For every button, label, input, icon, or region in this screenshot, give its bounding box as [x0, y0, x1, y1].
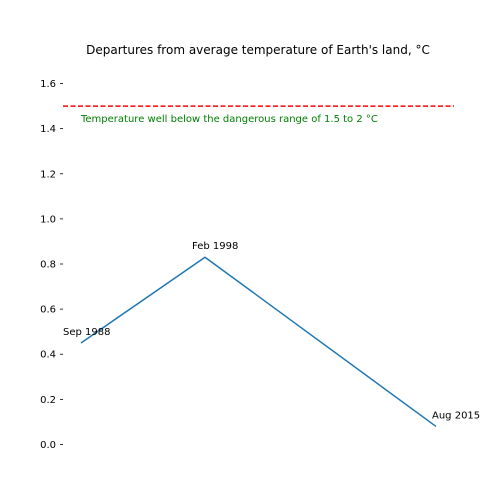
- point-label: Aug 2015: [432, 410, 480, 421]
- y-tick-label: 1.6: [40, 79, 56, 90]
- point-label: Sep 1988: [63, 327, 110, 338]
- y-tick-label: 1.2: [40, 169, 56, 180]
- series: [80, 256, 437, 428]
- y-tick-label: 1.0: [40, 214, 56, 225]
- y-tick-label: 0.2: [40, 395, 56, 406]
- threshold-annotation: Temperature well below the dangerous ran…: [80, 114, 378, 125]
- series-line: [80, 256, 437, 428]
- y-tick-label: 0.6: [40, 305, 56, 316]
- threshold: Temperature well below the dangerous ran…: [63, 105, 454, 125]
- y-tick-label: 0.0: [40, 440, 56, 451]
- y-tick-label: 0.4: [40, 350, 56, 361]
- y-axis: 0.0 0.2 0.4 0.6 0.8 1.0 1.2 1.4 1.6: [40, 79, 63, 451]
- chart-title: Departures from average temperature of E…: [86, 43, 430, 57]
- point-labels: Sep 1988 Feb 1998 Aug 2015: [63, 241, 480, 421]
- point-label: Feb 1998: [192, 241, 238, 252]
- y-tick-label: 1.4: [40, 124, 56, 135]
- y-tick-label: 0.8: [40, 260, 56, 271]
